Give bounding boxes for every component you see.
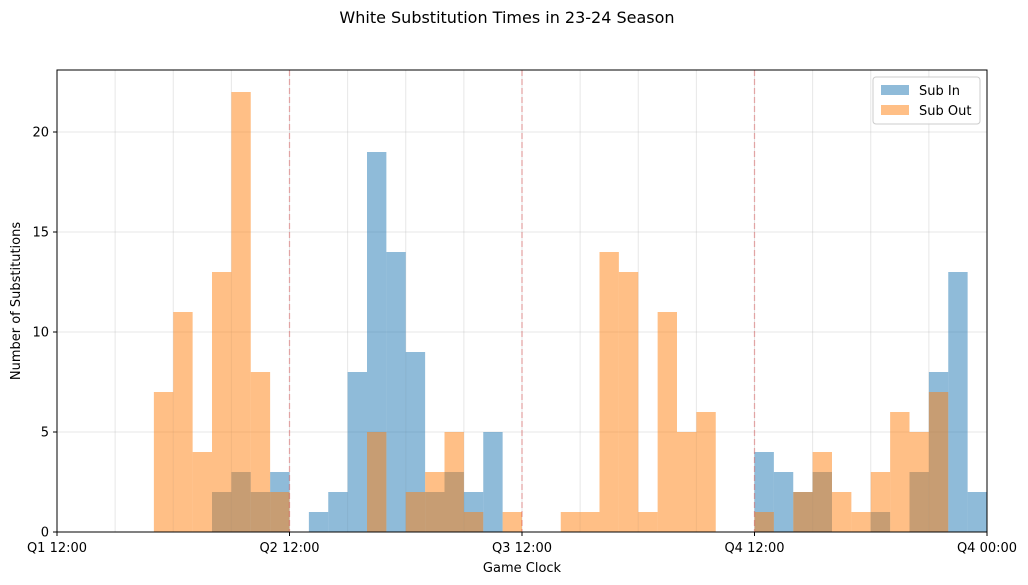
legend-swatch (881, 85, 909, 95)
y-tick-label: 20 (32, 126, 49, 141)
bar (270, 492, 290, 532)
x-tick-label: Q4 00:00 (957, 541, 1017, 556)
bar (618, 272, 639, 532)
y-tick-label: 15 (32, 226, 49, 241)
bar (405, 352, 426, 532)
legend-swatch (881, 105, 909, 115)
bar (948, 272, 968, 532)
bar (328, 492, 348, 532)
legend-label: Sub In (919, 84, 960, 99)
grid-lines (57, 70, 987, 532)
bar (967, 492, 987, 532)
bar (231, 92, 251, 532)
x-tick-label: Q4 12:00 (724, 541, 784, 556)
series-sub-out (153, 92, 949, 532)
x-tick-label: Q1 12:00 (27, 541, 87, 556)
bar (870, 472, 891, 532)
y-tick-label: 0 (41, 526, 49, 541)
bar (173, 312, 193, 532)
legend-label: Sub Out (919, 104, 971, 119)
bar (909, 432, 929, 532)
bar (425, 472, 445, 532)
bar (250, 372, 271, 532)
bar (347, 372, 367, 532)
bar (793, 492, 813, 532)
y-tick-label: 5 (41, 426, 49, 441)
bar (638, 512, 658, 532)
y-tick-label: 10 (32, 326, 49, 341)
bar (463, 512, 484, 532)
bar (212, 272, 232, 532)
bar (386, 252, 406, 532)
bar (928, 392, 949, 532)
bar (192, 452, 212, 532)
bar (560, 512, 581, 532)
x-tick-label: Q2 12:00 (259, 541, 319, 556)
bar (580, 512, 600, 532)
bar (832, 492, 852, 532)
bars (153, 92, 987, 532)
bar (657, 312, 677, 532)
legend: Sub In Sub Out (872, 76, 981, 125)
chart-title: White Substitution Times in 23-24 Season (339, 8, 674, 27)
bar (599, 252, 619, 532)
x-axis: Q1 12:00 Q2 12:00 Q3 12:00 Q4 12:00 Q4 00:00 (27, 532, 1017, 556)
period-lines (288, 70, 756, 532)
bar (890, 412, 910, 532)
bar (677, 432, 697, 532)
bar (502, 512, 522, 532)
bar (405, 492, 426, 532)
x-tick-label: Q3 12:00 (492, 541, 552, 556)
bar (773, 472, 794, 532)
y-axis-label: Number of Substitutions (9, 222, 24, 380)
bar (483, 432, 503, 532)
bar (367, 432, 387, 532)
bar (153, 392, 174, 532)
bar (696, 412, 716, 532)
bar (444, 432, 464, 532)
bar (308, 512, 329, 532)
bar (851, 512, 871, 532)
y-axis: 0 5 10 15 20 (32, 126, 57, 541)
bar (812, 452, 832, 532)
x-axis-label: Game Clock (483, 561, 562, 576)
bar (754, 512, 774, 532)
